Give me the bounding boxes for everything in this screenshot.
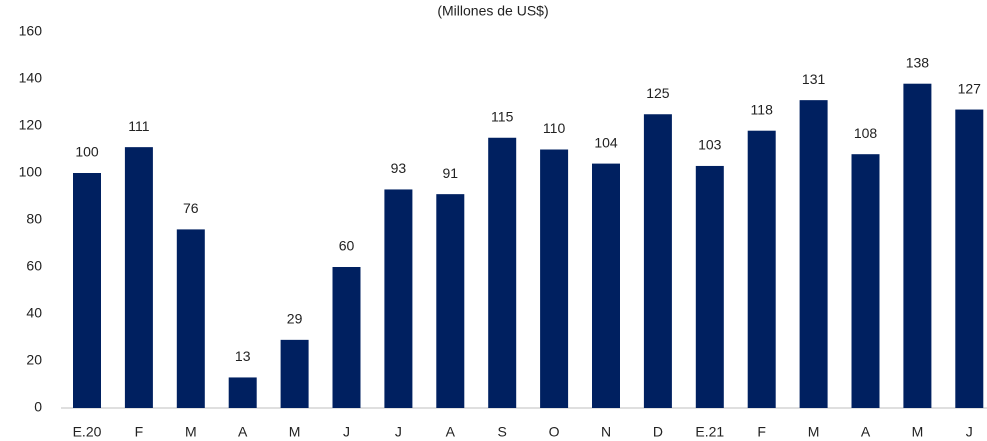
bar bbox=[955, 109, 984, 409]
x-tick-label: F bbox=[135, 424, 144, 440]
y-tick-label: 40 bbox=[26, 305, 42, 321]
data-label: 29 bbox=[287, 311, 303, 327]
x-tick-label: E.20 bbox=[73, 424, 102, 440]
bar bbox=[643, 114, 672, 408]
x-tick-label: J bbox=[966, 424, 973, 440]
bar bbox=[851, 154, 880, 408]
bar bbox=[903, 83, 932, 408]
data-label: 91 bbox=[443, 165, 459, 181]
data-label: 13 bbox=[235, 348, 251, 364]
y-tick-label: 100 bbox=[19, 164, 43, 180]
bar bbox=[436, 194, 465, 408]
y-tick-label: 160 bbox=[19, 23, 43, 39]
y-tick-label: 120 bbox=[19, 117, 43, 133]
data-label: 93 bbox=[391, 160, 407, 176]
y-tick-label: 60 bbox=[26, 258, 42, 274]
chart-subtitle: (Millones de US$) bbox=[437, 3, 548, 19]
x-tick-label: M bbox=[289, 424, 301, 440]
x-tick-label: J bbox=[395, 424, 402, 440]
x-tick-label: M bbox=[808, 424, 820, 440]
data-label: 110 bbox=[543, 120, 566, 136]
data-label: 118 bbox=[751, 101, 774, 117]
bar bbox=[176, 229, 205, 408]
bar bbox=[695, 165, 724, 408]
bar bbox=[592, 163, 620, 408]
data-label: 103 bbox=[698, 137, 722, 153]
x-tick-label: A bbox=[238, 424, 248, 440]
y-tick-label: 140 bbox=[19, 70, 43, 86]
x-tick-label: J bbox=[343, 424, 350, 440]
bar bbox=[540, 149, 569, 408]
bar bbox=[384, 189, 413, 408]
x-tick-label: M bbox=[185, 424, 197, 440]
bar bbox=[799, 100, 828, 409]
data-label: 138 bbox=[906, 54, 930, 70]
x-tick-label: O bbox=[549, 424, 560, 440]
data-label: 104 bbox=[594, 134, 618, 150]
bar bbox=[747, 130, 776, 408]
data-label: 131 bbox=[802, 71, 826, 87]
x-tick-label: N bbox=[601, 424, 611, 440]
y-tick-label: 80 bbox=[26, 211, 42, 227]
data-label: 115 bbox=[491, 108, 514, 124]
data-label: 76 bbox=[183, 200, 199, 216]
bar bbox=[73, 173, 101, 408]
data-label: 60 bbox=[339, 238, 355, 254]
data-label: 111 bbox=[128, 118, 149, 134]
x-tick-label: D bbox=[653, 424, 663, 440]
bar bbox=[488, 137, 517, 408]
x-tick-label: M bbox=[912, 424, 924, 440]
bar bbox=[228, 377, 257, 408]
y-tick-label: 0 bbox=[34, 399, 42, 415]
x-tick-label: S bbox=[498, 424, 507, 440]
x-tick-label: F bbox=[757, 424, 766, 440]
y-tick-label: 20 bbox=[26, 352, 42, 368]
bar bbox=[124, 147, 153, 408]
bar bbox=[332, 267, 361, 408]
data-label: 108 bbox=[854, 125, 878, 141]
x-tick-label: A bbox=[446, 424, 456, 440]
data-label: 127 bbox=[958, 80, 982, 96]
data-label: 100 bbox=[75, 144, 99, 160]
data-label: 125 bbox=[646, 85, 670, 101]
x-tick-label: A bbox=[861, 424, 871, 440]
bar bbox=[280, 339, 309, 408]
x-tick-label: E.21 bbox=[695, 424, 724, 440]
